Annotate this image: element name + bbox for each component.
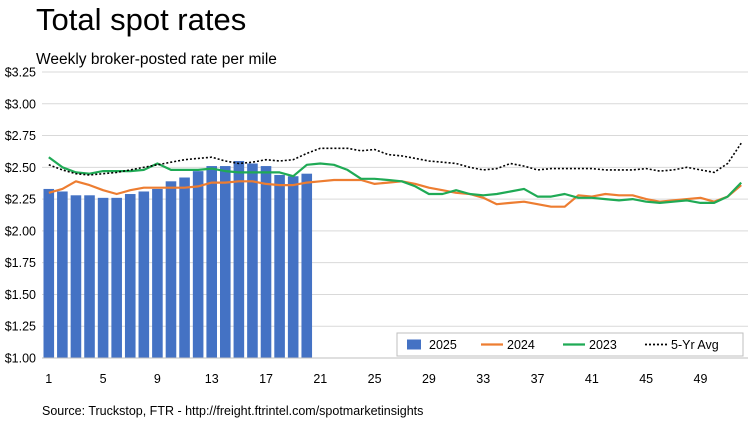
y-tick-label: $1.00 <box>5 352 36 366</box>
y-tick-label: $2.75 <box>5 129 36 143</box>
bar-2025-week-14 <box>219 166 231 358</box>
bar-2025-week-9 <box>152 188 163 358</box>
x-tick-label: 17 <box>259 372 273 386</box>
legend-2025-swatch <box>407 339 421 350</box>
bar-2025-week-13 <box>206 166 218 358</box>
x-tick-label: 1 <box>45 372 52 386</box>
x-tick-label: 25 <box>368 372 382 386</box>
bar-2025-week-12 <box>192 171 204 358</box>
bar-2025-week-2 <box>57 191 68 358</box>
y-tick-label: $2.50 <box>5 161 36 175</box>
bar-2025-week-20 <box>301 173 313 358</box>
bar-series-2025 <box>43 160 313 358</box>
x-tick-label: 21 <box>313 372 327 386</box>
legend-2025-label: 2025 <box>429 338 457 352</box>
bar-2025-week-3 <box>70 195 82 358</box>
bar-2025-week-16 <box>247 163 258 358</box>
bar-2025-week-6 <box>111 197 122 358</box>
x-tick-label: 9 <box>154 372 161 386</box>
y-tick-label: $3.00 <box>5 97 36 111</box>
bar-2025-week-1 <box>43 188 55 358</box>
y-tick-label: $1.25 <box>5 320 36 334</box>
legend-5-yr-avg-label: 5-Yr Avg <box>671 338 719 352</box>
x-tick-label: 45 <box>639 372 653 386</box>
x-tick-label: 49 <box>694 372 708 386</box>
y-tick-label: $2.25 <box>5 193 36 207</box>
y-axis-ticks: $1.00 $1.25 $1.50 $1.75 $2.00 $2.25 $2.50 $2.75… <box>5 66 36 366</box>
y-tick-label: $1.75 <box>5 256 36 270</box>
x-tick-label: 5 <box>100 372 107 386</box>
bar-2025-week-8 <box>138 191 150 358</box>
bar-2025-week-7 <box>124 194 136 358</box>
x-tick-label: 29 <box>422 372 436 386</box>
y-tick-label: $1.50 <box>5 288 36 302</box>
gridlines <box>42 71 748 327</box>
x-tick-label: 41 <box>585 372 599 386</box>
line-series-2023 <box>48 156 742 204</box>
legend-2024-label: 2024 <box>507 338 535 352</box>
x-tick-label: 33 <box>476 372 490 386</box>
y-tick-label: $2.00 <box>5 224 36 238</box>
legend: 2025 2024 2023 5-Yr Avg <box>396 332 744 357</box>
bar-2025-week-4 <box>84 195 95 358</box>
y-tick-label: $3.25 <box>5 66 36 80</box>
x-tick-label: 37 <box>531 372 545 386</box>
bar-2025-week-17 <box>260 166 272 358</box>
bar-2025-week-19 <box>287 176 299 358</box>
bar-2025-week-18 <box>274 174 285 358</box>
line-series-2024 <box>48 178 742 208</box>
bar-2025-week-10 <box>165 181 177 358</box>
bar-2025-week-5 <box>97 197 109 358</box>
bar-2025-week-15 <box>233 160 245 358</box>
line-series-5-yr-avg <box>48 142 742 176</box>
line-series <box>48 142 742 208</box>
chart-title: Total spot rates <box>36 2 247 37</box>
source-note: Source: Truckstop, FTR - http://freight.… <box>42 404 424 418</box>
x-axis-ticks: 1 5 9 13 17 21 25 29 33 37 41 45 49 <box>45 372 707 386</box>
bar-2025-week-11 <box>179 177 190 358</box>
chart-subtitle: Weekly broker-posted rate per mile <box>36 51 277 68</box>
x-tick-label: 13 <box>205 372 219 386</box>
legend-2023-label: 2023 <box>589 338 617 352</box>
